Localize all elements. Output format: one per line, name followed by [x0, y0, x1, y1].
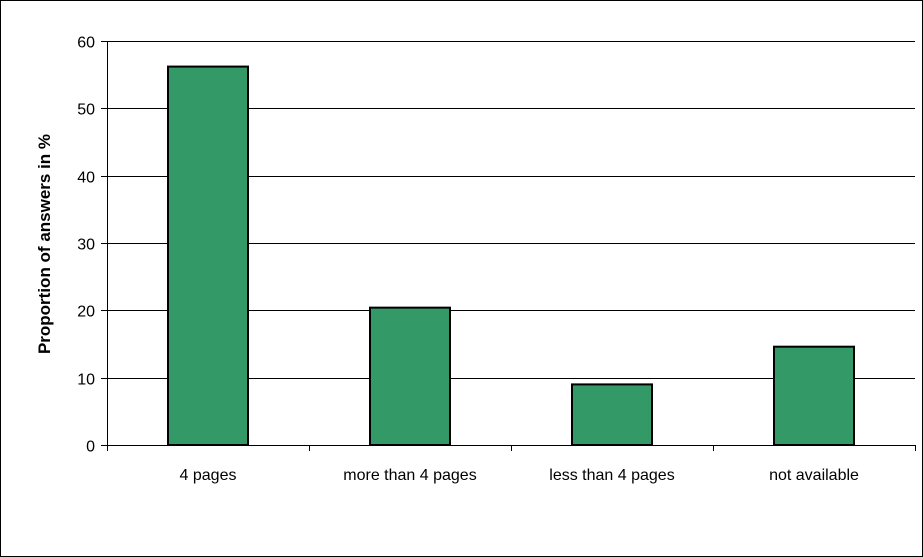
y-axis-title: Proportion of answers in % [35, 134, 54, 354]
x-tick-labels: 4 pages more than 4 pages less than 4 page… [180, 467, 859, 484]
bar [571, 383, 653, 446]
axes [101, 41, 916, 451]
bars [167, 65, 855, 447]
y-tick-label: 20 [77, 304, 95, 321]
y-tick-label: 60 [77, 35, 95, 52]
y-tick-labels: 0 10 20 30 40 50 60 [77, 35, 95, 456]
y-tick-label: 50 [77, 102, 95, 119]
x-tick-label: more than 4 pages [343, 467, 476, 484]
bar [167, 65, 249, 446]
y-tick-label: 10 [77, 372, 95, 389]
y-tick-label: 40 [77, 170, 95, 187]
x-tick-label: not available [769, 467, 859, 484]
y-tick-label: 30 [77, 237, 95, 254]
bar [369, 306, 451, 447]
x-tick-label: less than 4 pages [549, 467, 674, 484]
y-tick-label: 0 [86, 439, 95, 456]
x-tick-label: 4 pages [180, 467, 237, 484]
bar [773, 345, 855, 446]
